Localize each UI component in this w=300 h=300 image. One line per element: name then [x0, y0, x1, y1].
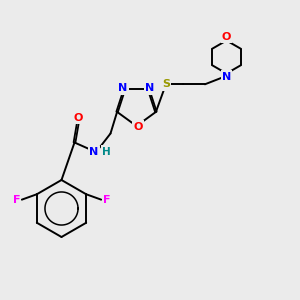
Text: N: N — [89, 147, 98, 157]
Text: S: S — [162, 79, 170, 89]
Text: N: N — [118, 83, 127, 94]
Text: O: O — [74, 112, 83, 123]
Text: O: O — [222, 32, 231, 42]
Text: F: F — [103, 195, 110, 205]
Text: N: N — [222, 71, 231, 82]
Text: F: F — [13, 195, 20, 205]
Text: O: O — [133, 122, 143, 132]
Text: N: N — [146, 83, 154, 94]
Text: H: H — [102, 146, 111, 157]
